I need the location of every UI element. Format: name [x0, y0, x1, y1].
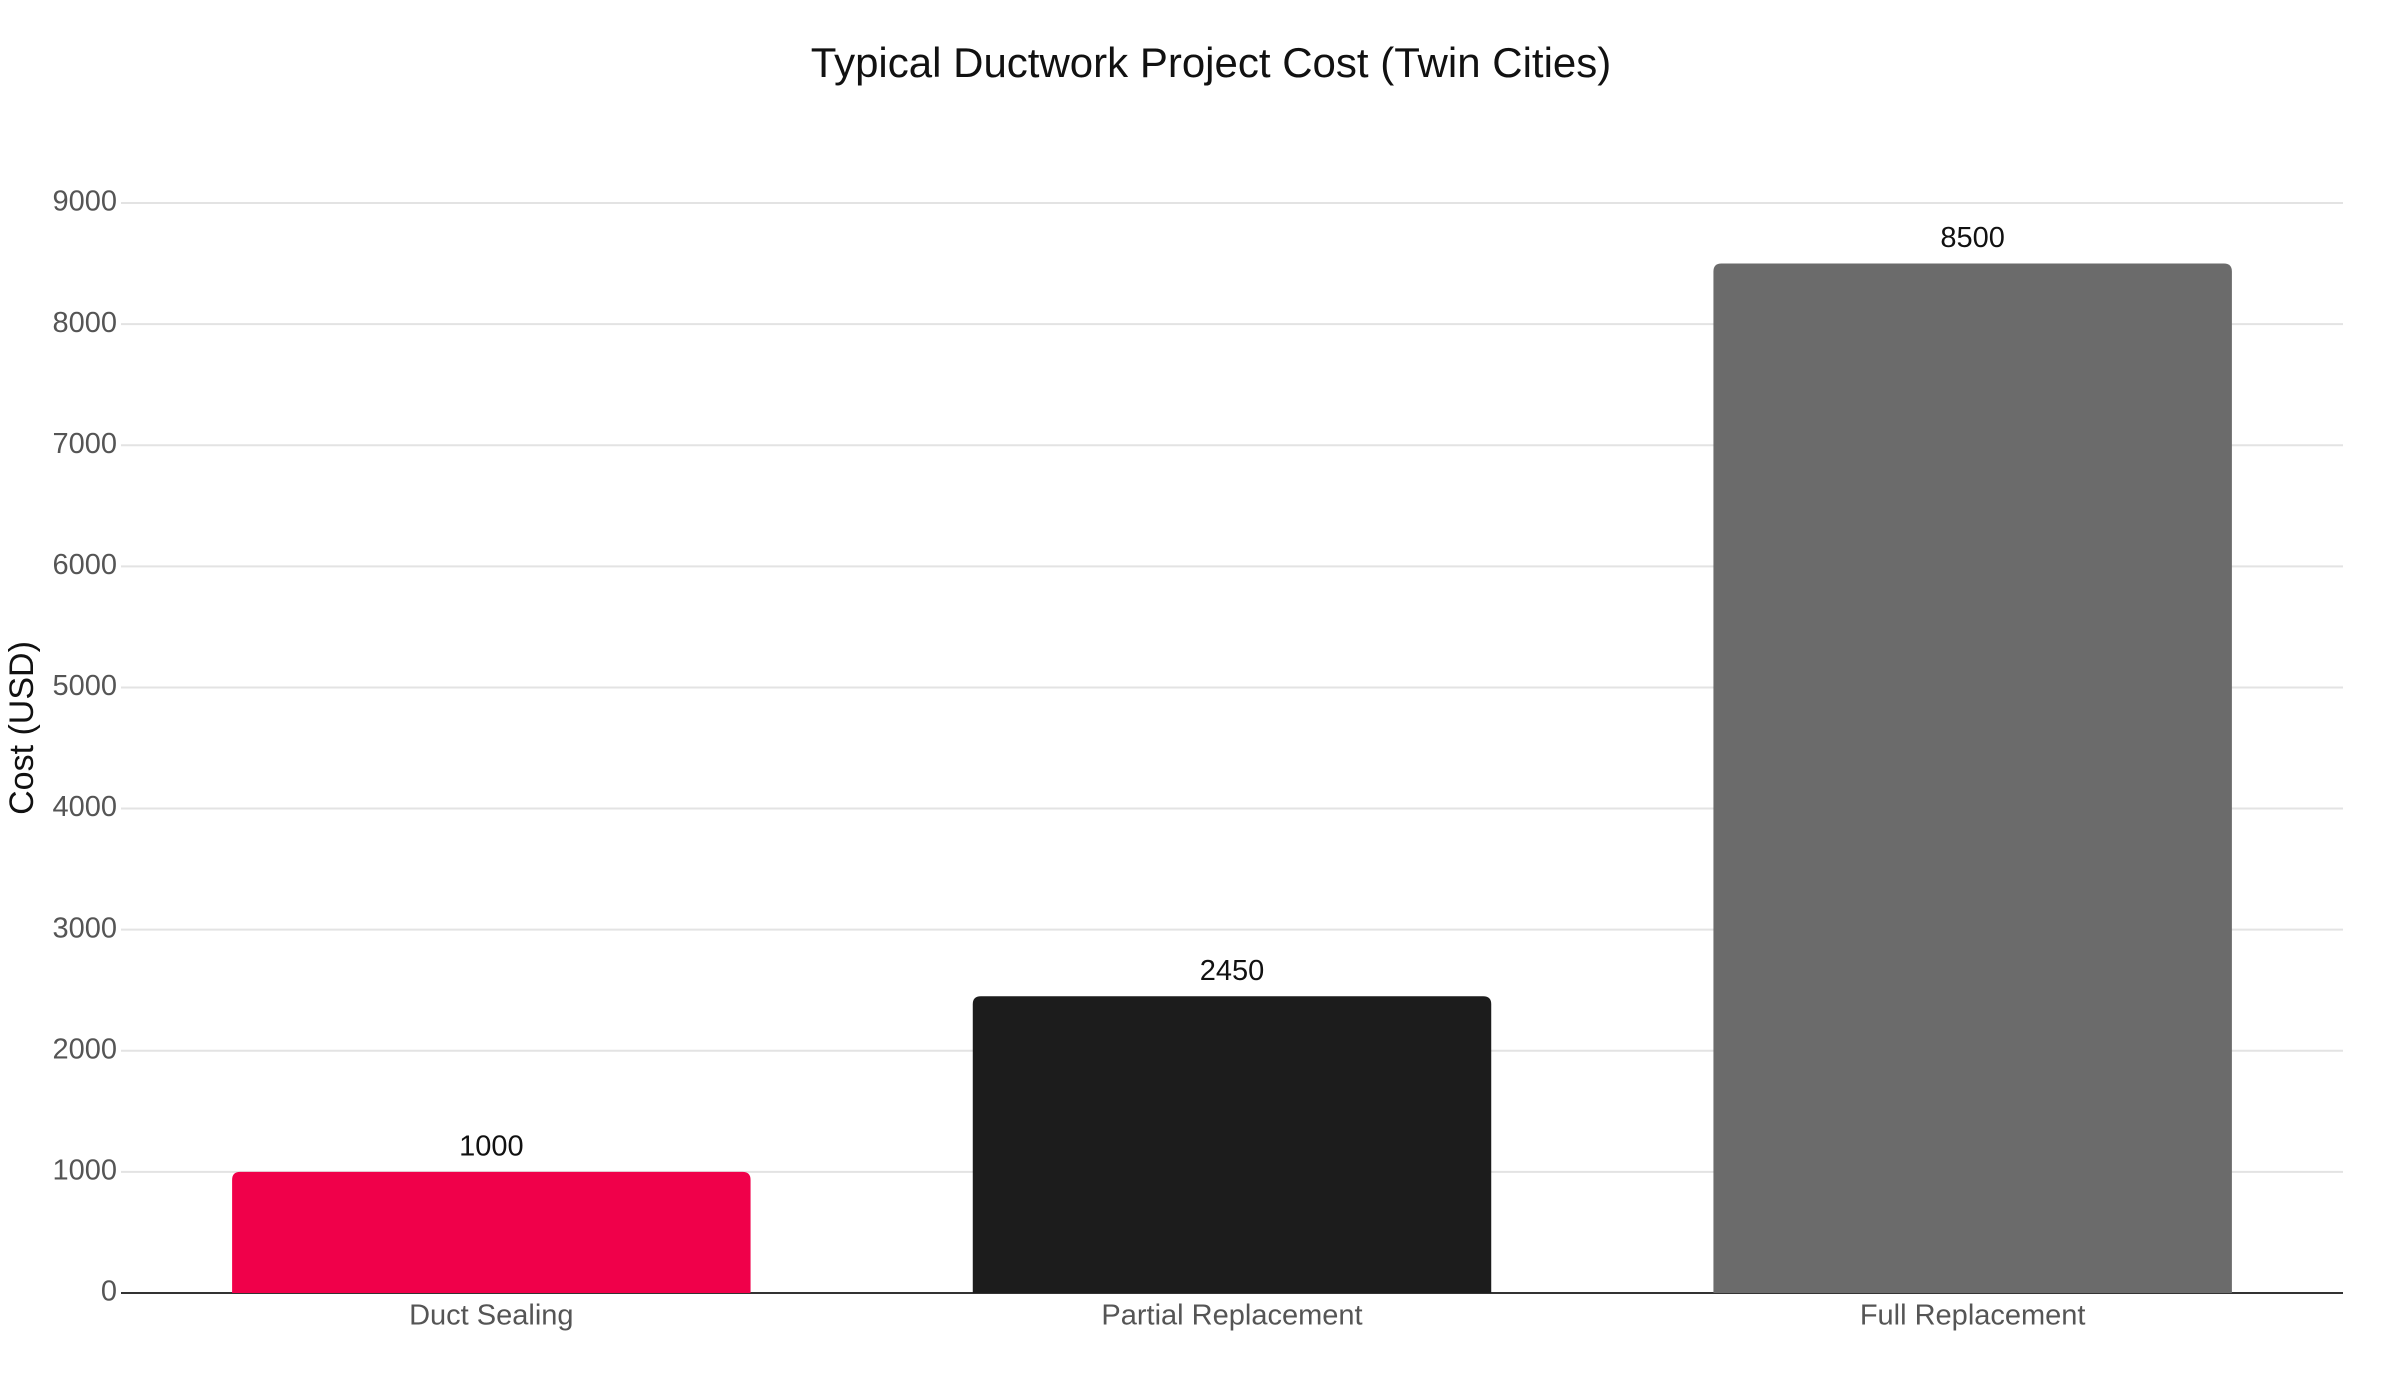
- y-tick-label: 7000: [52, 428, 117, 460]
- chart-title: Typical Ductwork Project Cost (Twin Citi…: [811, 39, 1612, 86]
- data-label: 2450: [1200, 955, 1265, 987]
- y-tick-label: 0: [101, 1276, 117, 1308]
- y-tick-label: 5000: [52, 670, 117, 702]
- bar: [1713, 263, 2232, 1293]
- y-tick-label: 3000: [52, 912, 117, 944]
- bar: [972, 996, 1492, 1293]
- bar: [232, 1171, 751, 1293]
- y-axis-title: Cost (USD): [3, 641, 41, 815]
- x-tick-label: Partial Replacement: [1101, 1300, 1362, 1332]
- y-tick-label: 1000: [52, 1155, 117, 1187]
- y-tick-label: 8000: [52, 307, 117, 339]
- y-tick-label: 6000: [52, 549, 117, 581]
- data-label: 1000: [459, 1131, 524, 1163]
- data-label: 8500: [1940, 222, 2005, 254]
- y-tick-label: 2000: [52, 1033, 117, 1065]
- x-tick-label: Full Replacement: [1860, 1300, 2086, 1332]
- y-tick-label: 9000: [52, 186, 117, 218]
- x-tick-label: Duct Sealing: [409, 1300, 573, 1332]
- y-tick-label: 4000: [52, 791, 117, 823]
